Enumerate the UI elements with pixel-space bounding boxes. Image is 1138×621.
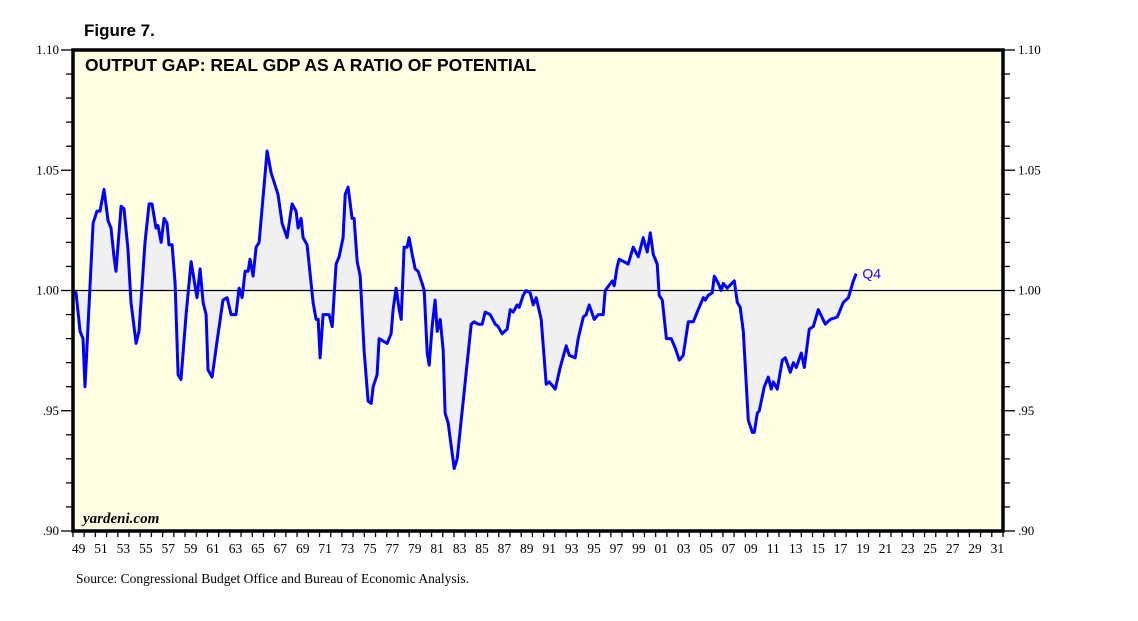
- x-tick-label: 29: [968, 541, 982, 556]
- y-tick-label-left: .95: [43, 403, 59, 418]
- x-tick-label: 17: [834, 541, 848, 556]
- x-tick-label: 99: [632, 541, 646, 556]
- x-tick-label: 19: [856, 541, 870, 556]
- x-tick-label: 91: [542, 541, 556, 556]
- x-tick-label: 55: [139, 541, 153, 556]
- x-tick-label: 77: [386, 541, 400, 556]
- x-tick-label: 53: [117, 541, 131, 556]
- x-tick-label: 83: [453, 541, 467, 556]
- y-tick-label-left: .90: [43, 523, 59, 538]
- x-tick-label: 63: [229, 541, 243, 556]
- watermark-yardeni: yardeni.com: [81, 511, 159, 527]
- y-axis-ticks: 1.10 1.10 1.05 1.05 1.00 1.00 .95 .95 .90 .90: [36, 42, 1041, 538]
- x-tick-label: 73: [341, 541, 355, 556]
- y-tick-label-right: 1.10: [1018, 42, 1041, 57]
- x-tick-label: 93: [565, 541, 579, 556]
- y-tick-label-right: .95: [1018, 403, 1034, 418]
- x-tick-label: 11: [767, 541, 780, 556]
- y-tick-label-left: 1.10: [36, 42, 59, 57]
- x-axis-ticks: 49 51 53 55 57 59 61 63 65 67 69 71 73 75 77 79 81 83 85 87…: [72, 531, 1004, 556]
- x-tick-label: 05: [699, 541, 713, 556]
- x-tick-label: 51: [94, 541, 108, 556]
- x-tick-label: 03: [677, 541, 691, 556]
- chart-title: OUTPUT GAP: REAL GDP AS A RATIO OF POTEN…: [85, 55, 536, 75]
- x-tick-label: 49: [72, 541, 86, 556]
- x-tick-label: 75: [363, 541, 377, 556]
- gap-fill-path: [73, 151, 857, 469]
- figure-label: Figure 7.: [84, 21, 155, 40]
- x-tick-label: 61: [206, 541, 220, 556]
- x-tick-label: 25: [923, 541, 937, 556]
- x-tick-label: 87: [498, 541, 512, 556]
- x-tick-label: 13: [789, 541, 803, 556]
- x-tick-label: 95: [587, 541, 601, 556]
- y-tick-label-left: 1.00: [36, 283, 59, 298]
- x-tick-label: 15: [811, 541, 825, 556]
- y-tick-label-right: .90: [1018, 523, 1034, 538]
- end-label-q4: Q4: [862, 266, 881, 282]
- x-tick-label: 65: [251, 541, 265, 556]
- x-tick-label: 09: [744, 541, 758, 556]
- y-tick-label-right: 1.00: [1018, 283, 1041, 298]
- x-tick-label: 85: [475, 541, 489, 556]
- y-tick-label-left: 1.05: [36, 162, 59, 177]
- x-tick-label: 89: [520, 541, 534, 556]
- x-tick-label: 97: [610, 541, 624, 556]
- x-tick-label: 01: [655, 541, 669, 556]
- source-note: Source: Congressional Budget Office and …: [76, 571, 470, 586]
- gap-fill-area: [73, 151, 857, 469]
- x-tick-label: 31: [991, 541, 1005, 556]
- x-tick-label: 23: [901, 541, 915, 556]
- x-tick-label: 57: [161, 541, 175, 556]
- x-tick-label: 07: [722, 541, 736, 556]
- y-tick-label-right: 1.05: [1018, 162, 1041, 177]
- x-tick-label: 27: [946, 541, 960, 556]
- x-tick-label: 71: [318, 541, 332, 556]
- x-tick-label: 67: [274, 541, 288, 556]
- x-tick-label: 59: [184, 541, 198, 556]
- x-tick-label: 21: [879, 541, 893, 556]
- x-tick-label: 81: [430, 541, 444, 556]
- series-line-output-gap: [72, 149, 858, 470]
- x-tick-label: 69: [296, 541, 310, 556]
- x-tick-label: 79: [408, 541, 422, 556]
